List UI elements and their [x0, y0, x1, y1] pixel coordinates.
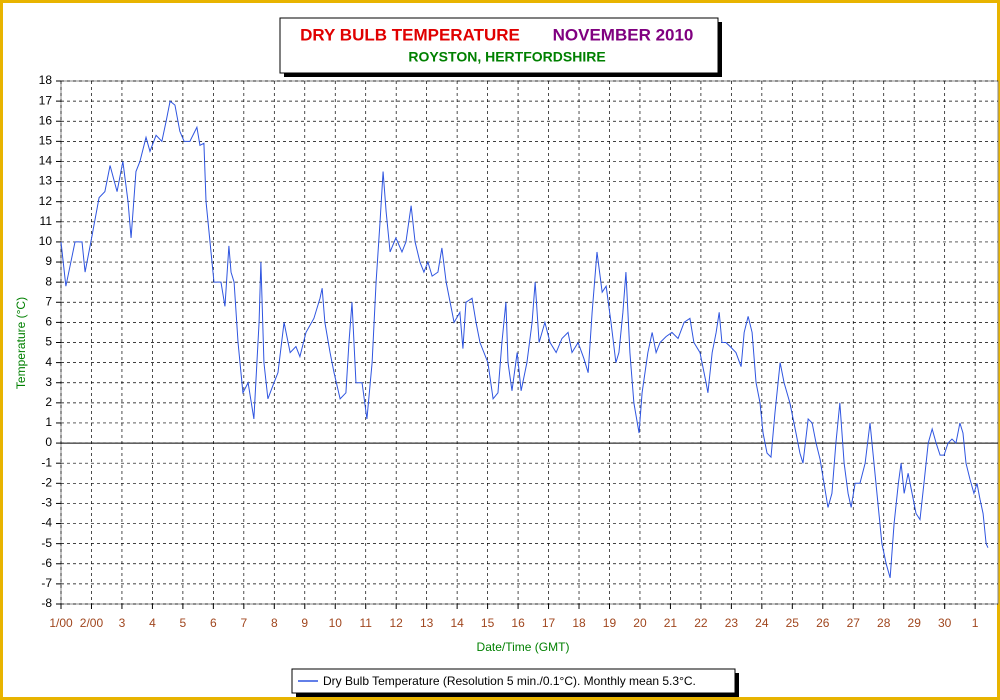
x-tick-label: 8: [271, 616, 278, 630]
chart-title-date: NOVEMBER 2010: [553, 25, 694, 44]
data-line: [60, 100, 989, 578]
x-tick-label: 6: [210, 616, 217, 630]
x-tick-label: 27: [847, 616, 861, 630]
y-tick-label: 15: [39, 134, 53, 148]
x-tick-label: 15: [481, 616, 495, 630]
x-tick-label: 16: [511, 616, 525, 630]
y-tick-label: 0: [45, 435, 52, 449]
y-tick-label: 5: [45, 335, 52, 349]
x-tick-label: 28: [877, 616, 891, 630]
x-tick-label: 5: [180, 616, 187, 630]
title-box: [279, 17, 719, 74]
x-tick-label: 14: [450, 616, 464, 630]
y-tick-label: 9: [45, 254, 52, 268]
x-tick-label: 1: [972, 616, 979, 630]
x-axis-title: Date/Time (GMT): [477, 640, 570, 654]
y-tick-label: 13: [39, 174, 53, 188]
x-tick-label: 21: [664, 616, 678, 630]
x-tick-label: 24: [755, 616, 769, 630]
y-tick-label: 17: [39, 93, 53, 107]
legend: Dry Bulb Temperature (Resolution 5 min./…: [298, 674, 696, 688]
x-tick-label: 17: [542, 616, 556, 630]
y-tick-label: -4: [41, 516, 52, 530]
y-tick-label: 16: [39, 113, 53, 127]
x-tick-label: 13: [420, 616, 434, 630]
y-tick-label: -8: [41, 596, 52, 610]
legend-label: Dry Bulb Temperature (Resolution 5 min./…: [323, 674, 696, 688]
y-tick-label: -1: [41, 455, 52, 469]
chart-subtitle: ROYSTON, HERTFORDSHIRE: [408, 49, 605, 65]
y-tick-label: 7: [45, 294, 52, 308]
x-tick-label: 4: [149, 616, 156, 630]
x-tick-label: 22: [694, 616, 708, 630]
x-tick-label: 18: [572, 616, 586, 630]
x-tick-label: 1/00: [49, 616, 73, 630]
y-tick-label: 14: [39, 154, 53, 168]
chart-title: DRY BULB TEMPERATURE: [300, 25, 520, 44]
y-tick-label: 11: [40, 214, 53, 228]
y-tick-label: 6: [45, 315, 52, 329]
x-tick-label: 19: [603, 616, 617, 630]
y-tick-label: -7: [41, 576, 52, 590]
y-tick-label: -6: [41, 556, 52, 570]
y-tick-label: -2: [41, 475, 52, 489]
y-axis-title: Temperature (°C): [14, 297, 28, 389]
legend-box: [291, 668, 736, 694]
x-tick-label: 29: [908, 616, 922, 630]
x-tick-label: 10: [329, 616, 343, 630]
y-tick-label: 12: [39, 194, 53, 208]
y-tick-label: 10: [39, 234, 53, 248]
y-tick-label: 3: [45, 375, 52, 389]
x-tick-label: 23: [725, 616, 739, 630]
y-tick-label: 8: [45, 274, 52, 288]
x-tick-label: 30: [938, 616, 952, 630]
x-tick-label: 9: [301, 616, 308, 630]
x-tick-label: 12: [390, 616, 404, 630]
y-tick-label: 2: [45, 395, 52, 409]
y-tick-label: -3: [41, 496, 52, 510]
y-tick-label: -5: [41, 536, 52, 550]
x-tick-label: 25: [786, 616, 800, 630]
x-tick-label: 20: [633, 616, 647, 630]
x-tick-label: 3: [119, 616, 126, 630]
x-tick-label: 2/00: [80, 616, 104, 630]
y-tick-label: 18: [39, 73, 53, 87]
y-tick-label: 4: [45, 355, 52, 369]
x-tick-label: 7: [240, 616, 247, 630]
y-tick-label: 1: [45, 415, 52, 429]
x-tick-label: 26: [816, 616, 830, 630]
x-tick-label: 11: [359, 616, 372, 630]
